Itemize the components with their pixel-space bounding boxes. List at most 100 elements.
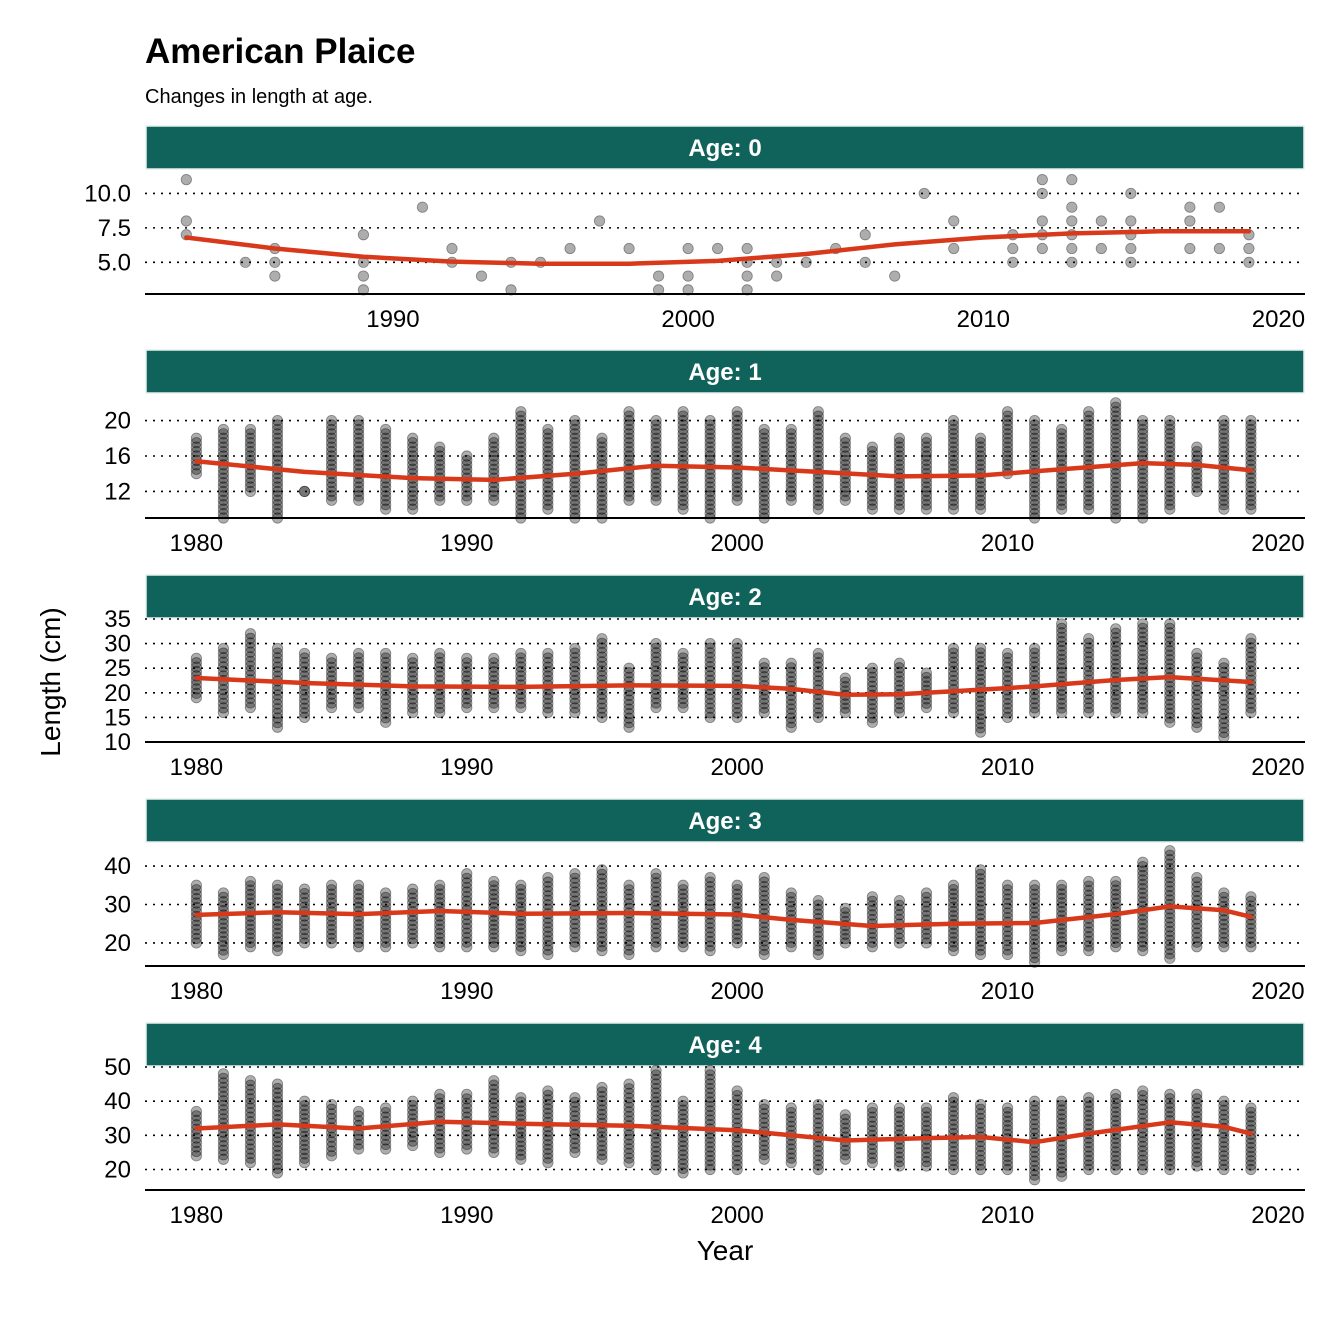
data-point xyxy=(271,454,284,467)
data-point xyxy=(1056,481,1068,493)
data-point xyxy=(893,1111,906,1123)
data-point xyxy=(650,428,662,440)
data-point xyxy=(461,459,473,471)
data-point xyxy=(785,671,797,683)
data-point xyxy=(712,242,724,255)
x-tick-label: 1990 xyxy=(440,530,493,557)
data-point xyxy=(1191,703,1203,715)
data-point xyxy=(650,1145,662,1158)
data-point xyxy=(1083,1154,1095,1167)
data-point xyxy=(217,922,230,934)
data-point xyxy=(569,890,581,903)
data-point xyxy=(596,481,608,493)
data-point xyxy=(731,888,743,900)
data-point xyxy=(515,940,527,952)
data-point xyxy=(407,450,419,462)
data-point xyxy=(677,437,689,449)
data-point xyxy=(1164,703,1176,715)
data-point xyxy=(650,1078,662,1090)
data-point xyxy=(353,485,365,498)
data-point xyxy=(515,697,527,709)
data-point xyxy=(1218,428,1230,440)
data-point xyxy=(1218,932,1230,944)
data-point xyxy=(325,485,338,498)
data-point xyxy=(461,881,473,894)
data-point xyxy=(1029,485,1041,498)
data-point xyxy=(353,437,365,449)
data-point xyxy=(1218,450,1230,462)
data-point xyxy=(217,684,230,696)
data-point xyxy=(325,657,338,669)
data-point xyxy=(244,1088,257,1100)
data-point xyxy=(974,948,987,961)
data-point xyxy=(758,903,770,915)
data-point xyxy=(1137,698,1149,710)
data-point xyxy=(271,490,284,502)
data-point xyxy=(488,936,500,949)
data-point xyxy=(1110,432,1122,444)
data-point xyxy=(677,884,689,896)
data-point xyxy=(217,697,230,709)
data-point xyxy=(434,1142,446,1154)
data-point xyxy=(407,670,419,683)
data-point xyxy=(271,1167,284,1179)
data-point xyxy=(1164,943,1176,955)
data-point xyxy=(461,941,473,953)
x-tick-label: 1990 xyxy=(440,978,493,1005)
data-point xyxy=(271,897,284,909)
data-point xyxy=(217,1140,230,1152)
data-point xyxy=(271,437,284,449)
data-point xyxy=(1083,894,1095,906)
data-point xyxy=(866,494,878,506)
data-point xyxy=(839,672,851,684)
data-point xyxy=(380,941,392,953)
data-point xyxy=(677,1131,689,1143)
data-point xyxy=(1056,640,1068,652)
data-point xyxy=(353,414,365,427)
data-point xyxy=(325,1108,338,1120)
data-point xyxy=(704,693,716,705)
data-point xyxy=(515,406,527,418)
data-point xyxy=(1001,670,1014,682)
data-point xyxy=(1029,702,1041,714)
data-point xyxy=(353,419,365,431)
data-point xyxy=(947,1123,960,1135)
data-point xyxy=(407,459,419,471)
data-point xyxy=(1137,653,1149,665)
data-point xyxy=(623,476,635,489)
data-point xyxy=(298,702,311,714)
data-point xyxy=(704,490,716,502)
data-point xyxy=(731,414,743,427)
data-point xyxy=(920,896,933,908)
data-point xyxy=(704,472,716,484)
y-tick-label: 20 xyxy=(104,1157,131,1184)
data-point xyxy=(271,892,284,904)
data-point xyxy=(488,445,500,458)
data-point xyxy=(515,918,527,931)
y-tick-label: 20 xyxy=(104,408,131,435)
data-point xyxy=(1137,481,1149,493)
data-point xyxy=(785,896,797,908)
data-point xyxy=(677,1153,689,1166)
data-point xyxy=(190,652,202,664)
data-point xyxy=(623,1083,635,1095)
data-point xyxy=(974,944,987,956)
data-point xyxy=(190,692,202,704)
data-point xyxy=(1164,636,1176,648)
data-point xyxy=(217,702,230,714)
data-point xyxy=(704,1064,716,1077)
data-point xyxy=(758,1153,770,1165)
data-point xyxy=(758,476,770,489)
data-point xyxy=(217,944,230,956)
data-point xyxy=(1218,689,1230,702)
data-point xyxy=(325,476,338,489)
data-point xyxy=(1083,903,1095,915)
data-point xyxy=(380,647,392,660)
data-point xyxy=(1056,940,1068,952)
data-point xyxy=(785,717,797,729)
data-point xyxy=(271,652,284,664)
data-point xyxy=(1164,1097,1176,1109)
data-point xyxy=(244,1138,257,1151)
data-point xyxy=(947,1096,960,1108)
data-point xyxy=(1137,865,1149,877)
